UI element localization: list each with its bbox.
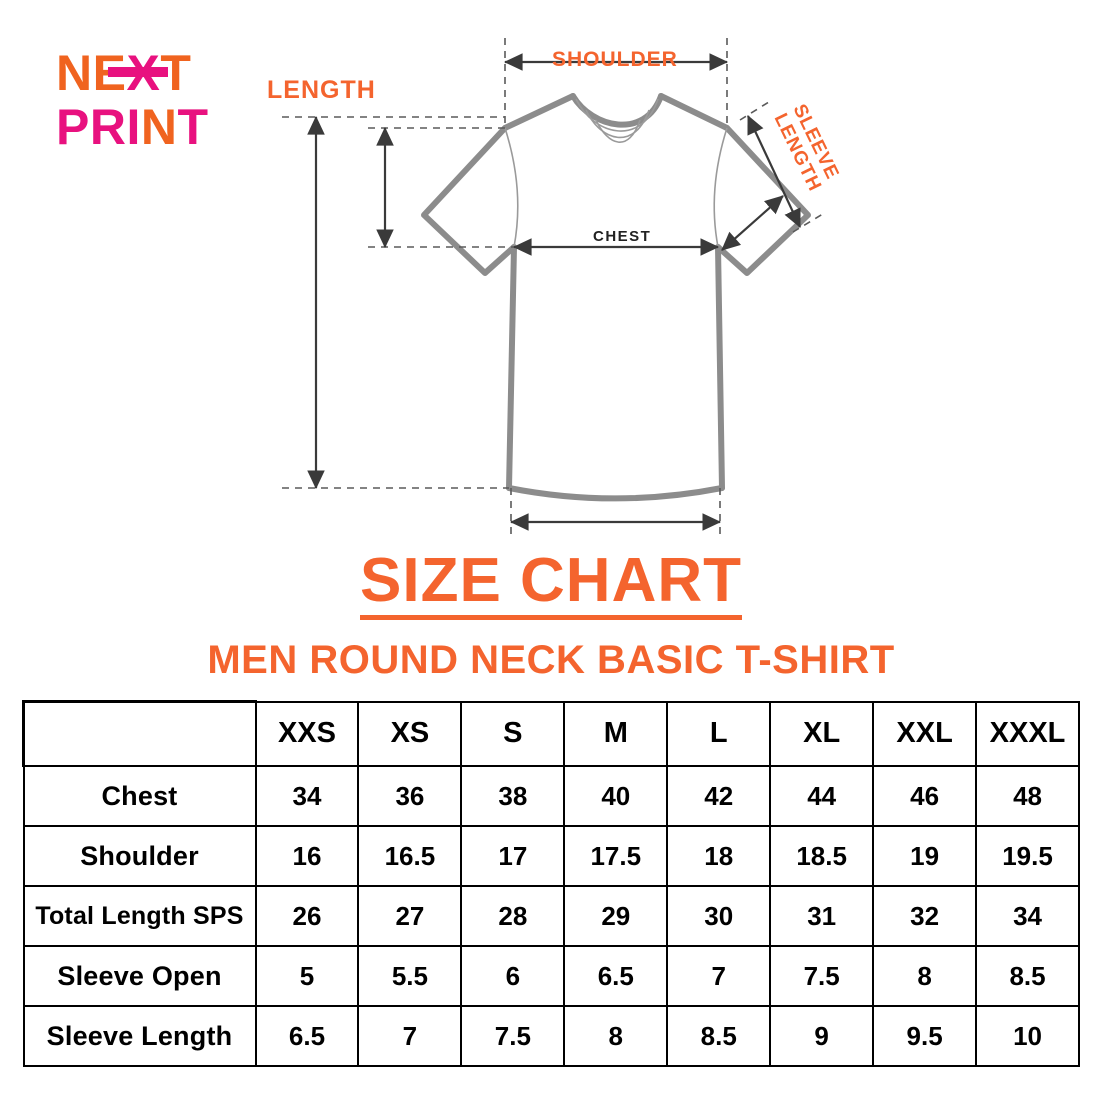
cell-shoulder-xxs: 16 [254,825,360,887]
label-chest: CHEST [593,228,651,245]
cell-sleeve-open-s: 6 [460,945,566,1007]
cell-total-length-sps-xl: 31 [769,885,875,947]
row-label-shoulder: Shoulder [22,825,257,887]
sleeve-length-arrow [747,115,801,228]
cell-total-length-sps-l: 30 [666,885,772,947]
table-row: Shoulder 16 16.5 17 17.5 18 18.5 19 19.5 [22,825,1080,887]
cell-shoulder-xl: 18.5 [769,825,875,887]
tshirt-measurement-diagram: LENGTH SHOULDER SLEEVE LENGTH CHEST [267,38,843,536]
row-label-sleeve-length: Sleeve Length [22,1005,257,1067]
table-row: Sleeve Open 5 5.5 6 6.5 7 7.5 8 8.5 [22,945,1080,1007]
logo-print-n: N [140,99,178,155]
table-row: Chest 34 36 38 40 42 44 46 48 [22,765,1080,827]
cell-sleeve-open-l: 7 [666,945,772,1007]
cell-sleeve-open-m: 6.5 [563,945,669,1007]
cell-chest-l: 42 [666,765,772,827]
dimension-arrows [307,53,801,531]
column-header-xxs: XXS [254,700,360,767]
cell-sleeve-length-m: 8 [563,1005,669,1067]
cell-sleeve-length-l: 8.5 [666,1005,772,1067]
cell-shoulder-xxl: 19 [872,825,978,887]
table-row: Sleeve Length 6.5 7 7.5 8 8.5 9 9.5 10 [22,1005,1080,1067]
cell-total-length-sps-xxl: 32 [872,885,978,947]
row-label-sleeve-open: Sleeve Open [22,945,257,1007]
page-title: SIZE CHART [360,548,742,621]
cell-total-length-sps-xxxl: 34 [975,885,1080,947]
cell-total-length-sps-xs: 27 [357,885,463,947]
cell-chest-xxs: 34 [254,765,360,827]
size-table-head: XXS XS S M L XL XXL XXXL [22,700,1080,767]
column-header-l: L [666,700,772,767]
tshirt-outline [421,93,811,502]
column-header-xs: XS [357,700,463,767]
cell-sleeve-open-xxs: 5 [254,945,360,1007]
cell-sleeve-open-xxl: 8 [872,945,978,1007]
dimension-extension-lines [282,38,827,536]
logo-x-crossbar-icon [108,67,168,77]
logo-print-pri: PRI [56,99,141,155]
cell-shoulder-xs: 16.5 [357,825,463,887]
cell-sleeve-length-xl: 9 [769,1005,875,1067]
logo-print-t: T [177,99,209,155]
cell-sleeve-length-xxl: 9.5 [872,1005,978,1067]
table-corner-cell [22,700,257,767]
cell-chest-xl: 44 [769,765,875,827]
cell-sleeve-length-xxxl: 10 [975,1005,1080,1067]
cell-shoulder-xxxl: 19.5 [975,825,1080,887]
cell-total-length-sps-s: 28 [460,885,566,947]
label-shoulder: SHOULDER [552,48,678,71]
size-table-body: Chest 34 36 38 40 42 44 46 48 Shoulder 16 16.5 17 17.… [22,765,1080,1067]
label-length: LENGTH [267,76,376,104]
tshirt-detail-lines [504,98,728,248]
cell-total-length-sps-xxs: 26 [254,885,360,947]
table-header-row: XXS XS S M L XL XXL XXXL [22,700,1080,767]
column-header-xxxl: XXXL [975,700,1080,767]
brand-logo: NEXT PRINT [52,40,292,160]
cell-shoulder-m: 17.5 [563,825,669,887]
cell-chest-m: 40 [563,765,669,827]
column-header-s: S [460,700,566,767]
cell-chest-xxl: 46 [872,765,978,827]
logo-text-print: PRINT [56,102,209,152]
cell-shoulder-s: 17 [460,825,566,887]
column-header-xl: XL [769,700,875,767]
column-header-xxl: XXL [872,700,978,767]
row-label-chest: Chest [22,765,257,827]
cell-shoulder-l: 18 [666,825,772,887]
cell-sleeve-open-xxxl: 8.5 [975,945,1080,1007]
cell-chest-xxxl: 48 [975,765,1080,827]
table-row: Total Length SPS 26 27 28 29 30 31 32 34 [22,885,1080,947]
cell-chest-xs: 36 [357,765,463,827]
cell-sleeve-open-xl: 7.5 [769,945,875,1007]
page-subtitle: MEN ROUND NECK BASIC T-SHIRT [207,638,895,683]
cell-sleeve-length-s: 7.5 [460,1005,566,1067]
cell-chest-s: 38 [460,765,566,827]
size-table-container: XXS XS S M L XL XXL XXXL Chest 34 36 38 40 42 44 46 48 S… [22,700,1080,1067]
cell-total-length-sps-m: 29 [563,885,669,947]
title-block: SIZE CHART MEN ROUND NECK BASIC T-SHIRT [0,548,1102,683]
size-chart-table: XXS XS S M L XL XXL XXXL Chest 34 36 38 40 42 44 46 48 S… [22,700,1080,1067]
column-header-m: M [563,700,669,767]
cell-sleeve-open-xs: 5.5 [357,945,463,1007]
row-label-total-length-sps: Total Length SPS [22,885,257,947]
sleeve-open-arrow [721,195,784,251]
cell-sleeve-length-xxs: 6.5 [254,1005,360,1067]
cell-sleeve-length-xs: 7 [357,1005,463,1067]
